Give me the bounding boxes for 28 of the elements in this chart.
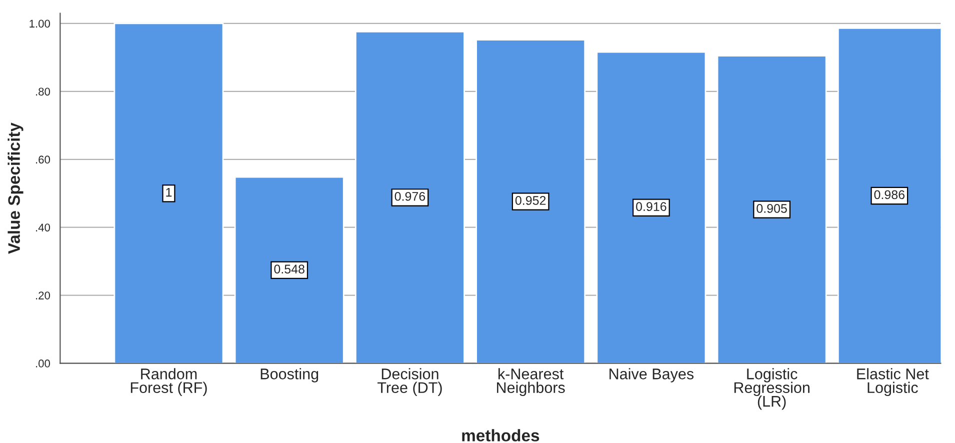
data-label: 0.976	[394, 192, 426, 201]
y-tick-label: .80	[36, 88, 50, 96]
y-tick-label: .60	[36, 156, 50, 164]
data-label: 0.986	[874, 190, 905, 200]
bar	[354, 30, 465, 364]
bar	[114, 22, 224, 364]
x-tick-label: Decision Tree (DT)	[377, 368, 442, 396]
y-axis-title: Value Specificity	[8, 122, 24, 254]
y-tick-label: .20	[36, 292, 50, 300]
y-tick-label: .00	[36, 360, 50, 368]
y-tick-label: .40	[36, 224, 50, 232]
x-tick-label: Elastic Net Logistic	[857, 368, 929, 396]
data-label: 1	[166, 188, 172, 197]
x-tick-label: Random Forest (RF)	[130, 368, 207, 396]
bar	[476, 39, 586, 364]
data-label: 0.548	[274, 264, 304, 274]
bar	[596, 51, 706, 364]
y-tick-label: 1.00	[30, 20, 50, 28]
x-tick-label: Boosting	[260, 368, 318, 382]
x-axis-title: methodes	[462, 429, 540, 442]
bar	[716, 55, 827, 364]
x-tick-label: Naive Bayes	[610, 368, 694, 382]
data-label: 0.952	[515, 196, 546, 205]
data-label: 0.916	[636, 202, 666, 211]
bar	[234, 176, 344, 364]
data-label: 0.905	[756, 204, 787, 213]
x-tick-label: k-Nearest Neighbors	[497, 368, 565, 396]
x-tick-label: Logistic Regression (LR)	[734, 368, 810, 410]
